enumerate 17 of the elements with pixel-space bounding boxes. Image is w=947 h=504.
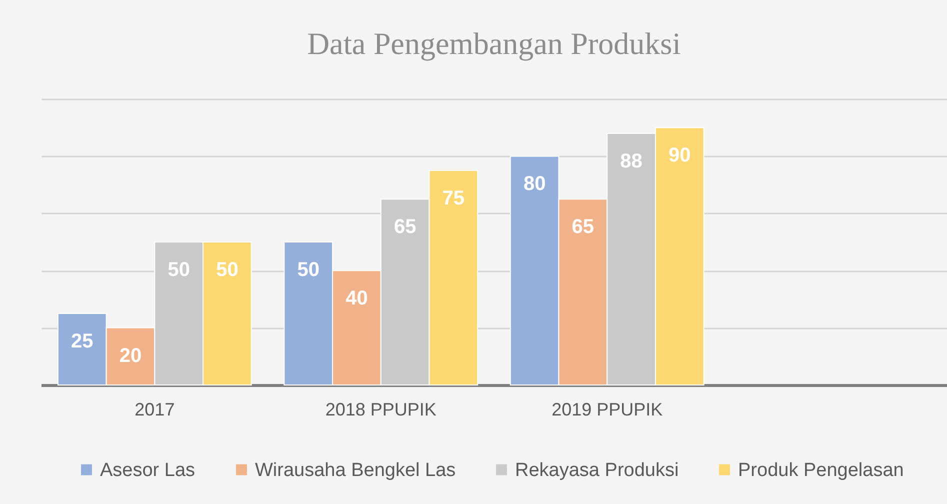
x-tick-label: 2018 PPUPIK	[325, 400, 436, 420]
data-label: 75	[442, 188, 465, 210]
data-label: 80	[523, 173, 546, 196]
chart-title: Data Pengembangan Produksi	[307, 26, 682, 61]
data-label: 90	[668, 144, 691, 167]
data-label: 20	[119, 344, 142, 367]
data-label: 25	[71, 330, 94, 352]
legend-label: Wirausaha Bengkel Las	[255, 460, 456, 481]
x-tick-label: 2017	[134, 400, 175, 420]
legend-label: Rekayasa Produksi	[515, 460, 679, 481]
data-label: 65	[572, 216, 594, 238]
x-tick-label: 2019 PPUPIK	[552, 400, 663, 420]
data-label: 50	[216, 259, 238, 281]
legend-label: Produk Pengelasan	[738, 460, 904, 481]
data-label: 40	[346, 288, 368, 310]
data-label: 50	[297, 259, 320, 281]
legend-label: Asesor Las	[100, 460, 196, 481]
